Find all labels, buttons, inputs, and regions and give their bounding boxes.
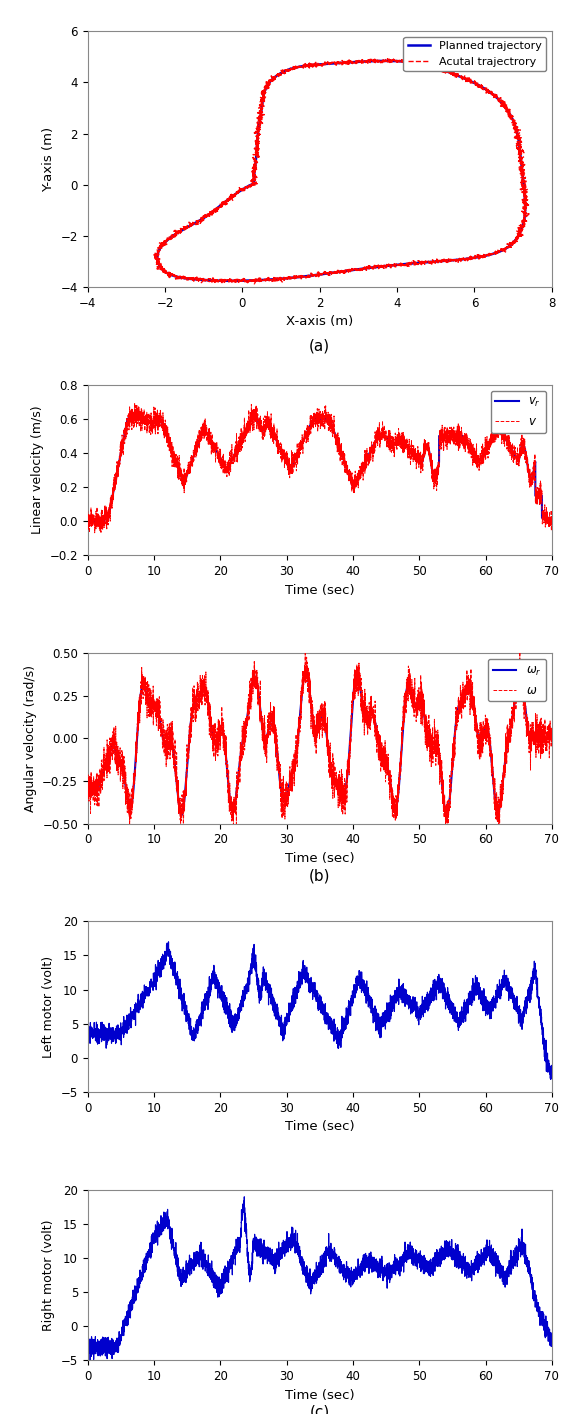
X-axis label: Time (sec): Time (sec) (285, 1389, 355, 1401)
$\omega_r$ (422, 711, 428, 728)
Acutal trajectrory (188, 270, 195, 287)
Planned trajectory (228, 273, 234, 290)
X-axis label: X-axis (m): X-axis (m) (286, 315, 353, 328)
$v_r$ (511, 445, 518, 462)
Y-axis label: Angular velocity (rad/s): Angular velocity (rad/s) (24, 665, 37, 812)
Planned trajectory (264, 78, 271, 95)
$v_r$ (305, 421, 312, 438)
Line: $v_r$: $v_r$ (88, 414, 552, 522)
Acutal trajectrory (481, 246, 487, 263)
$v_r$ (251, 406, 258, 423)
$v_r$ (84, 513, 91, 530)
Acutal trajectrory (429, 252, 436, 269)
$v$ (91, 525, 98, 542)
$v_r$ (422, 440, 428, 457)
$\omega$ (422, 708, 428, 725)
Acutal trajectrory (254, 174, 260, 191)
Planned trajectory (431, 253, 438, 270)
$v$ (84, 502, 91, 519)
Planned trajectory (481, 247, 488, 264)
Acutal trajectrory (253, 161, 260, 178)
Planned trajectory (251, 175, 258, 192)
Line: $\omega$: $\omega$ (88, 652, 552, 830)
$v$ (534, 485, 541, 502)
$\omega$ (516, 643, 523, 660)
Y-axis label: Right motor (volt): Right motor (volt) (42, 1219, 55, 1331)
$v_r$ (534, 488, 541, 505)
$v$ (131, 395, 138, 411)
Legend: $\omega_r$, $\omega$: $\omega_r$, $\omega$ (488, 659, 546, 701)
$\omega$ (230, 822, 237, 839)
$v$ (280, 441, 286, 458)
$\omega_r$ (84, 781, 91, 797)
Line: Planned trajectory: Planned trajectory (157, 61, 525, 281)
X-axis label: Time (sec): Time (sec) (285, 853, 355, 865)
Planned trajectory (251, 175, 258, 192)
Acutal trajectrory (251, 175, 258, 192)
$\omega_r$ (443, 806, 450, 823)
$v$ (511, 452, 518, 469)
Line: Acutal trajectrory: Acutal trajectrory (154, 58, 529, 284)
Acutal trajectrory (389, 49, 396, 66)
Y-axis label: Left motor (volt): Left motor (volt) (42, 956, 55, 1058)
$\omega_r$ (302, 662, 309, 679)
Planned trajectory (188, 270, 195, 287)
$v$ (548, 506, 555, 523)
Text: (b): (b) (309, 868, 331, 884)
$\omega$ (511, 697, 518, 714)
Line: $v$: $v$ (88, 403, 552, 533)
$v$ (422, 447, 428, 464)
$v_r$ (280, 445, 286, 462)
Acutal trajectrory (264, 78, 271, 95)
Y-axis label: Y-axis (m): Y-axis (m) (42, 126, 55, 192)
Line: $\omega_r$: $\omega_r$ (88, 670, 552, 814)
Text: (a): (a) (309, 338, 331, 354)
Planned trajectory (383, 52, 389, 69)
$\omega$ (534, 732, 541, 749)
$\omega$ (548, 732, 555, 749)
Acutal trajectrory (157, 238, 164, 255)
$\omega_r$ (511, 693, 518, 710)
Acutal trajectrory (251, 276, 258, 293)
$v_r$ (283, 454, 290, 471)
$\omega$ (84, 783, 91, 800)
$\omega$ (305, 684, 312, 701)
$\omega_r$ (548, 730, 555, 747)
X-axis label: Time (sec): Time (sec) (285, 584, 355, 597)
$\omega_r$ (305, 672, 312, 689)
$v_r$ (548, 513, 555, 530)
$\omega_r$ (283, 788, 290, 805)
$\omega_r$ (534, 728, 541, 745)
Planned trajectory (251, 160, 258, 177)
Legend: $v_r$, $v$: $v_r$, $v$ (491, 390, 546, 433)
Y-axis label: Linear velocity (m/s): Linear velocity (m/s) (31, 406, 44, 534)
$\omega$ (283, 795, 290, 812)
$\omega$ (280, 779, 286, 796)
$\omega_r$ (279, 790, 286, 807)
Planned trajectory (158, 238, 165, 255)
Legend: Planned trajectory, Acutal trajectrory: Planned trajectory, Acutal trajectrory (404, 37, 546, 71)
Text: (c): (c) (310, 1404, 330, 1414)
X-axis label: Time (sec): Time (sec) (285, 1120, 355, 1133)
$v$ (283, 443, 290, 460)
$v$ (305, 420, 312, 437)
